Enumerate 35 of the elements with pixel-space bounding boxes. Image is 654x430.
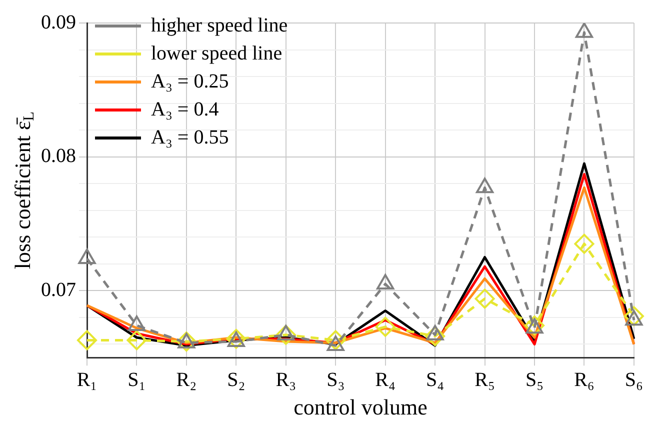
point <box>78 248 96 264</box>
point <box>575 23 594 38</box>
legend-label: A₃ = 0.55 <box>151 126 229 148</box>
y-tick-label: 0.08 <box>41 145 76 168</box>
x-tick-label: S₅ <box>525 368 544 391</box>
x-tick-label: R₆ <box>574 368 594 391</box>
x-tick-label: S₃ <box>326 368 345 391</box>
point <box>176 332 196 352</box>
x-axis-title: control volume <box>294 394 428 420</box>
legend-label: lower speed line <box>151 42 282 64</box>
x-tick-label: S₁ <box>128 368 146 391</box>
x-tick-label: R₁ <box>76 368 98 391</box>
x-tick-label: R₃ <box>276 368 296 391</box>
point <box>474 288 495 309</box>
point <box>126 330 147 350</box>
point <box>425 326 446 346</box>
point <box>326 330 346 350</box>
x-tick-label: R₅ <box>474 368 495 391</box>
point <box>77 330 97 350</box>
x-tick-label: R₂ <box>176 368 197 391</box>
legend-label: A₃ = 0.25 <box>151 70 229 92</box>
x-tick-label: R₄ <box>375 368 396 391</box>
legend-label: higher speed line <box>151 14 288 36</box>
point <box>624 306 644 326</box>
x-tick-label: S₄ <box>426 368 444 391</box>
point <box>276 324 296 345</box>
point <box>574 234 594 254</box>
point <box>375 316 396 337</box>
y-tick-label: 0.09 <box>41 11 76 34</box>
legend-label: A₃ = 0.4 <box>151 98 219 120</box>
x-tick-label: S₆ <box>624 368 644 391</box>
x-tick-label: S₂ <box>227 368 246 391</box>
y-axis-title: loss coefficient ε̄L <box>10 112 38 270</box>
y-tick-label: 0.07 <box>41 278 76 301</box>
point <box>476 178 494 194</box>
